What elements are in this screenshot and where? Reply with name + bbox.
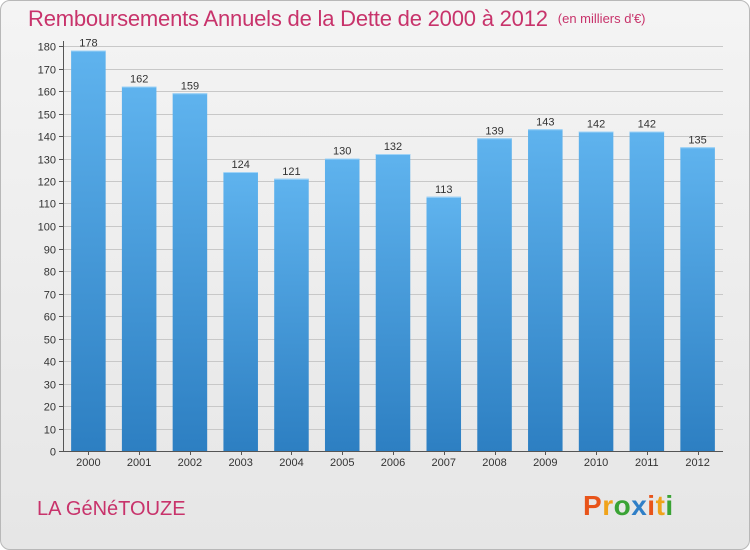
y-tick-label: 50 <box>44 335 56 347</box>
data-label: 178 <box>79 38 97 50</box>
data-label: 139 <box>485 125 503 137</box>
labels: 0 10 20 30 40 50 60 70 80 90 100 110 120 130 140 150 160… <box>38 38 710 470</box>
bar <box>172 93 208 451</box>
x-tick-label: 2006 <box>381 457 405 469</box>
x-tick-label: 2011 <box>635 457 659 469</box>
x-tick-label: 2009 <box>533 457 557 469</box>
chart-title: Remboursements Annuels de la Dette de 20… <box>28 6 646 32</box>
logo-letter: o <box>613 490 632 521</box>
y-tick-label: 130 <box>38 155 56 167</box>
data-label: 135 <box>688 134 706 146</box>
logo-letter: t <box>655 490 666 521</box>
y-tick-label: 40 <box>44 357 56 369</box>
bar <box>578 131 614 451</box>
y-tick-label: 10 <box>44 425 56 437</box>
bar <box>121 86 157 451</box>
y-tick-label: 70 <box>44 290 56 302</box>
bars <box>71 50 715 451</box>
x-tick-label: 2002 <box>178 457 202 469</box>
data-label: 142 <box>587 119 605 131</box>
x-tick-label: 2010 <box>584 457 608 469</box>
data-label: 132 <box>384 141 402 153</box>
y-tick-label: 90 <box>44 245 56 257</box>
y-tick-label: 180 <box>38 42 56 54</box>
data-label: 162 <box>130 74 148 86</box>
proxiti-logo: Proxiti <box>583 490 674 522</box>
bar <box>528 129 563 451</box>
chart-title-text: Remboursements Annuels de la Dette de 20… <box>28 6 548 31</box>
y-tick-label: 60 <box>44 312 56 324</box>
data-label: 113 <box>435 184 453 196</box>
chart-title-unit: (en milliers d'€) <box>557 11 646 26</box>
x-tick-label: 2007 <box>432 457 456 469</box>
y-tick-label: 150 <box>38 110 56 122</box>
x-tick-label: 2008 <box>482 457 506 469</box>
y-tick-label: 30 <box>44 380 56 392</box>
y-tick-label: 0 <box>50 447 56 459</box>
x-tick-label: 2000 <box>76 457 100 469</box>
y-tick-label: 100 <box>38 222 56 234</box>
data-label: 142 <box>638 119 656 131</box>
bar <box>680 147 715 451</box>
y-tick-label: 110 <box>38 199 56 211</box>
y-tick-label: 80 <box>44 267 56 279</box>
bar <box>71 50 106 451</box>
data-label: 130 <box>333 146 351 158</box>
bar <box>324 158 360 451</box>
data-label: 143 <box>536 116 554 128</box>
bar <box>477 138 512 451</box>
y-tick-label: 120 <box>38 177 56 189</box>
logo-letter: i <box>665 490 674 521</box>
logo-letter: x <box>631 490 648 521</box>
x-tick-label: 2003 <box>228 457 252 469</box>
axes <box>59 41 723 455</box>
x-tick-label: 2004 <box>279 457 303 469</box>
data-label: 159 <box>181 80 199 92</box>
x-tick-label: 2012 <box>685 457 709 469</box>
bar <box>426 196 462 451</box>
data-label: 121 <box>282 166 300 178</box>
logo-letter: i <box>647 490 656 521</box>
y-tick-label: 20 <box>44 402 56 414</box>
x-tick-label: 2001 <box>127 457 151 469</box>
commune-name: LA GéNéTOUZE <box>37 498 186 520</box>
logo-letter: r <box>602 490 614 521</box>
bar <box>274 178 309 451</box>
y-tick-label: 170 <box>38 65 56 77</box>
bar <box>223 172 258 451</box>
data-label: 124 <box>232 159 250 171</box>
y-tick-label: 160 <box>38 87 56 99</box>
logo-letter: P <box>583 490 603 521</box>
y-tick-label: 140 <box>38 132 56 144</box>
bar <box>375 154 411 451</box>
bar <box>629 131 665 451</box>
x-tick-label: 2005 <box>330 457 354 469</box>
